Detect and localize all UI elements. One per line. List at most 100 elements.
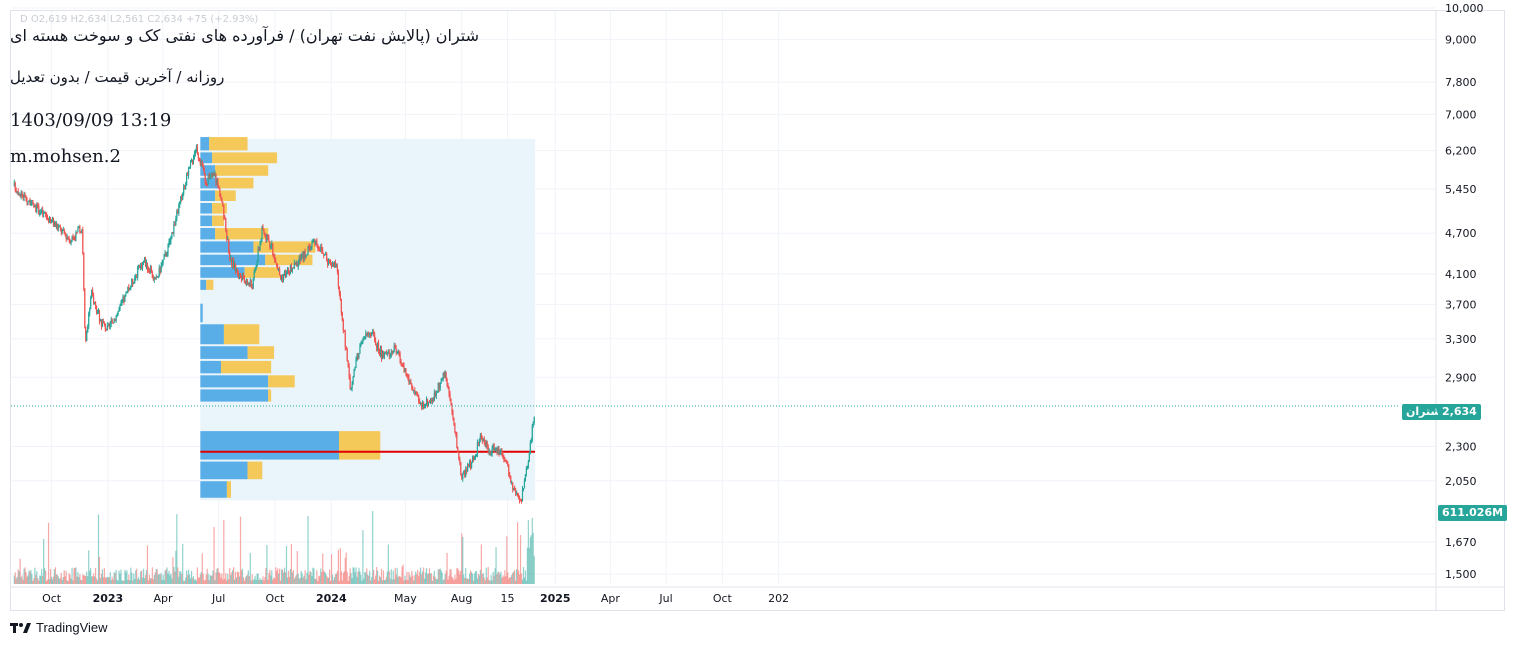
symbol-tag: شتران <box>1402 404 1446 420</box>
volume-bar <box>466 578 468 584</box>
volume-bar <box>51 579 54 584</box>
candle-body <box>464 470 466 477</box>
volume-bar <box>384 579 387 584</box>
candle-body <box>233 259 235 269</box>
volume-bar <box>520 573 523 584</box>
candle-body <box>341 312 343 320</box>
volume-bar <box>468 579 470 584</box>
volume-bar <box>350 573 352 584</box>
volume-bar <box>78 577 80 584</box>
volume-bar <box>519 535 522 584</box>
candle-body <box>373 332 375 335</box>
candle-body <box>96 310 99 312</box>
candle-body <box>97 310 100 312</box>
volume-bar <box>454 574 456 584</box>
candle-body <box>105 329 107 331</box>
volume-bar <box>98 556 101 584</box>
volume-bar <box>39 575 41 584</box>
volume-bar <box>38 580 40 584</box>
volume-bar <box>476 578 479 584</box>
volume-bar <box>252 580 254 584</box>
candle-body <box>280 275 282 279</box>
volume-bar <box>232 570 234 584</box>
volume-profile-bar-down <box>226 481 232 498</box>
candle-body <box>30 202 32 206</box>
candle-body <box>183 186 185 194</box>
volume-bar <box>467 578 469 584</box>
volume-bar <box>300 570 302 584</box>
y-tick-label: 2,300 <box>1445 440 1477 453</box>
volume-bar <box>255 579 257 584</box>
candle-body <box>135 276 137 279</box>
volume-bar <box>227 573 229 584</box>
volume-bar <box>82 574 84 584</box>
volume-bar <box>169 575 171 584</box>
candle-body <box>514 487 516 491</box>
candle-body <box>155 276 157 278</box>
volume-bar <box>211 575 213 584</box>
x-tick-label: 2024 <box>316 592 347 605</box>
candle-body <box>146 262 149 270</box>
volume-bar <box>59 577 61 584</box>
volume-bar <box>434 577 436 584</box>
volume-bar <box>230 574 232 584</box>
candle-body <box>501 450 503 455</box>
candle-body <box>35 205 37 213</box>
volume-profile-bar-down <box>338 431 381 460</box>
candle-body <box>422 402 425 408</box>
candle-body <box>172 232 174 234</box>
volume-bar <box>242 577 245 584</box>
candle-body <box>380 349 383 359</box>
candle-body <box>127 286 129 292</box>
candle-body <box>335 266 338 268</box>
candle-body <box>199 161 201 165</box>
candle-body <box>187 174 189 176</box>
volume-bar <box>427 573 430 584</box>
volume-bar <box>234 571 237 584</box>
candle-body <box>375 345 378 348</box>
volume-bar <box>361 580 363 584</box>
candle-body <box>528 452 530 462</box>
candle-body <box>98 310 101 322</box>
candle-body <box>452 411 454 418</box>
volume-bar <box>419 571 421 584</box>
candle-body <box>139 265 141 268</box>
tradingview-brand[interactable]: TradingView <box>10 620 108 635</box>
volume-bar <box>373 569 375 584</box>
volume-bar <box>282 572 285 584</box>
candle-body <box>173 224 175 234</box>
candle-body <box>469 460 472 469</box>
volume-bar <box>396 567 398 584</box>
candle-body <box>24 194 26 196</box>
candle-body <box>55 223 57 226</box>
volume-bar <box>382 570 385 584</box>
axes: 10,000 9,000 7,800 7,000 6,200 5,450 4,700 4,10… <box>10 2 1505 610</box>
candle-body <box>73 237 75 239</box>
volume-bar <box>17 569 19 584</box>
volume-bar <box>275 567 277 584</box>
volume-bar <box>521 579 524 584</box>
volume-bar <box>165 569 167 584</box>
candle-body <box>145 262 148 266</box>
candle-body <box>521 489 524 501</box>
x-tick-label: 15 <box>501 592 515 605</box>
candle-body <box>516 492 518 494</box>
volume-bar <box>309 571 311 584</box>
candle-body <box>201 161 203 165</box>
candle-body <box>106 325 108 330</box>
candle-body <box>104 323 106 330</box>
candle-body <box>175 218 177 226</box>
y-tick-label: 1,500 <box>1445 568 1477 581</box>
volume-bar <box>283 567 286 584</box>
candlestick-series[interactable] <box>13 143 535 504</box>
volume-bar <box>374 579 376 584</box>
volume-bar <box>460 570 462 584</box>
volume-bar <box>345 552 347 584</box>
candle-body <box>428 401 431 403</box>
volume-bar <box>100 573 103 584</box>
candle-body <box>130 286 132 289</box>
volume-bar <box>154 572 156 584</box>
x-tick-label: Jul <box>658 592 672 605</box>
candle-body <box>407 374 409 378</box>
